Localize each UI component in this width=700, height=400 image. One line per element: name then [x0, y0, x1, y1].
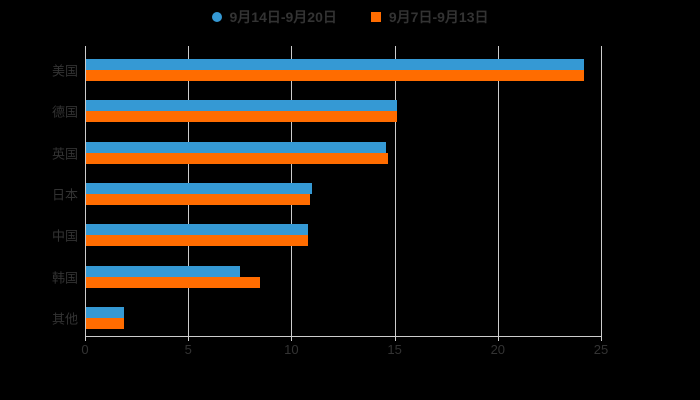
- legend: 9月14日-9月20日 9月7日-9月13日: [0, 6, 700, 28]
- bar-series2-英国[interactable]: [86, 152, 389, 164]
- bar-series1-德国[interactable]: [86, 100, 397, 112]
- x-tick-mark: [601, 336, 602, 341]
- x-tick-mark: [291, 336, 293, 341]
- gridline-x-20: [497, 46, 499, 336]
- bar-series2-美国[interactable]: [86, 69, 585, 81]
- bar-series2-韩国[interactable]: [86, 276, 261, 288]
- legend-label: 9月7日-9月13日: [388, 9, 489, 25]
- legend-label: 9月14日-9月20日: [229, 9, 337, 25]
- x-tick-label: 15: [387, 342, 402, 357]
- legend-marker-circle-icon: [211, 12, 222, 22]
- y-axis-line: [85, 46, 86, 336]
- y-category-label: 德国: [51, 104, 78, 120]
- x-tick-label: 25: [593, 342, 609, 357]
- x-tick-label: 10: [284, 342, 299, 357]
- bar-series1-其他[interactable]: [86, 307, 125, 319]
- bar-series1-美国[interactable]: [86, 58, 585, 70]
- y-category-label: 英国: [51, 146, 78, 162]
- x-tick-label: 0: [81, 342, 89, 357]
- gridline-x-15: [394, 46, 396, 336]
- bar-series2-日本[interactable]: [86, 194, 310, 205]
- x-tick-label: 5: [184, 342, 192, 357]
- y-category-label: 其他: [51, 311, 78, 327]
- x-tick-label: 20: [490, 342, 506, 357]
- bar-series2-德国[interactable]: [86, 111, 397, 123]
- bar-series1-英国[interactable]: [86, 141, 387, 153]
- y-category-label: 日本: [51, 187, 78, 203]
- y-category-label: 中国: [51, 228, 78, 244]
- y-category-label: 韩国: [51, 270, 78, 286]
- x-tick-mark: [394, 336, 396, 341]
- legend-item-2[interactable]: 9月7日-9月13日: [370, 7, 489, 27]
- bar-series1-韩国[interactable]: [86, 265, 240, 277]
- bar-series1-日本[interactable]: [86, 183, 313, 194]
- x-axis-line: [85, 336, 602, 337]
- x-tick-mark: [497, 336, 499, 341]
- legend-marker-square-icon: [370, 12, 381, 22]
- gridline-x-25: [601, 46, 602, 336]
- bar-series2-中国[interactable]: [86, 235, 308, 247]
- x-tick-mark: [85, 336, 86, 341]
- y-category-label: 美国: [51, 63, 78, 79]
- bar-series1-中国[interactable]: [86, 224, 308, 236]
- bar-series2-其他[interactable]: [86, 318, 125, 330]
- legend-item-1[interactable]: 9月14日-9月20日: [211, 7, 337, 27]
- x-tick-mark: [188, 336, 190, 341]
